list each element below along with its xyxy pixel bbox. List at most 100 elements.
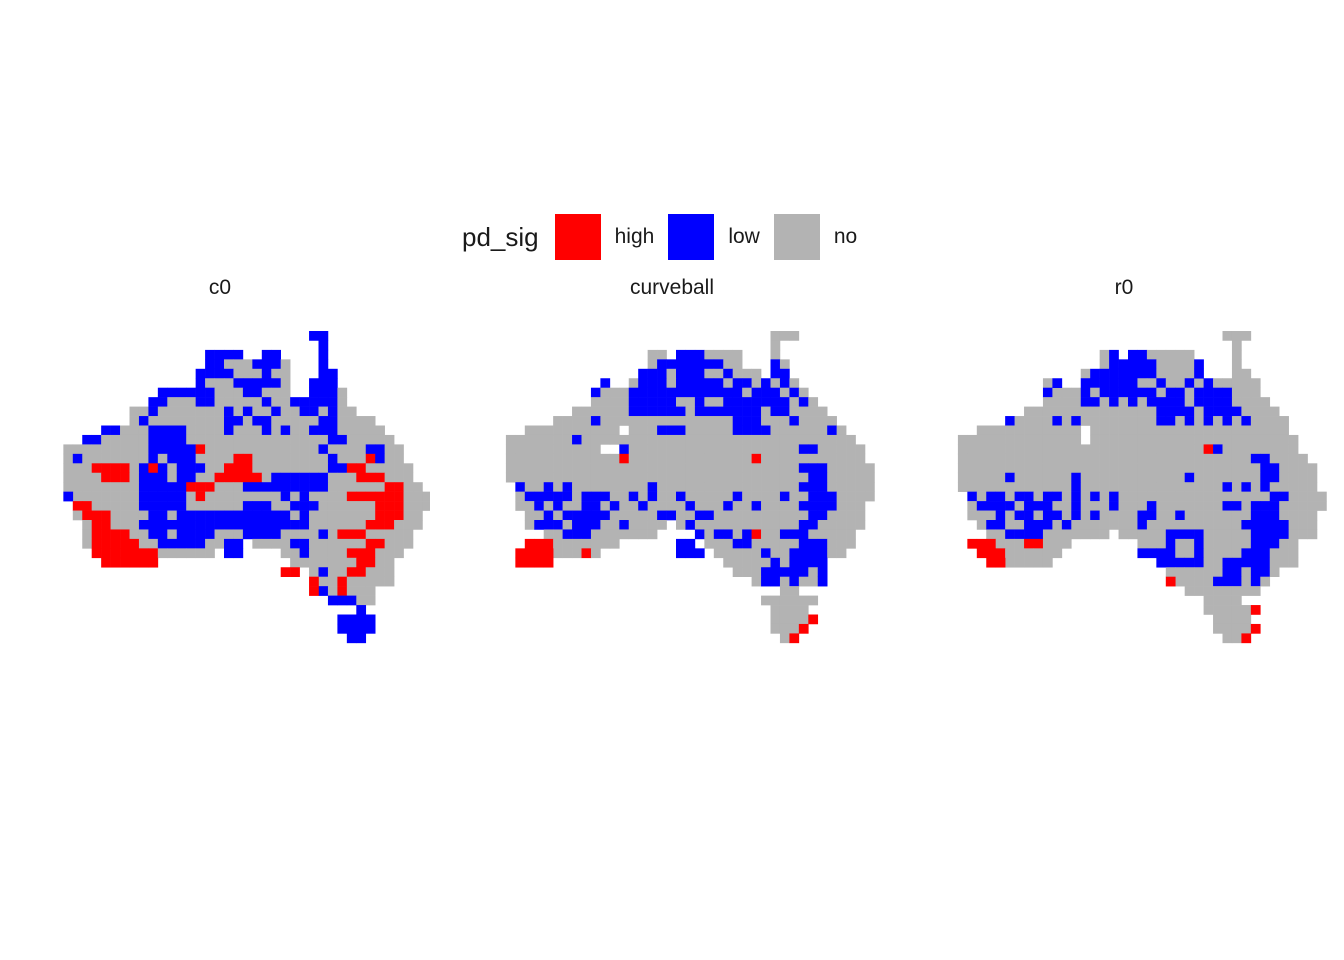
grid-cell-low [1175, 406, 1185, 417]
grid-cell-low [309, 482, 319, 492]
grid-cell-low [798, 529, 809, 540]
grid-cell-no [1080, 520, 1091, 530]
grid-cell-low [685, 378, 696, 388]
grid-cell-no [1156, 520, 1167, 530]
grid-cell-no [1052, 538, 1063, 549]
grid-cell-low [138, 482, 149, 492]
grid-cell-no [167, 529, 178, 540]
grid-cell-no [195, 453, 206, 464]
grid-cell-no [779, 614, 790, 625]
grid-cell-no [590, 538, 601, 549]
grid-cell-no [1005, 548, 1015, 559]
grid-cell-no [657, 491, 667, 502]
grid-cell-high [976, 538, 987, 549]
grid-cell-no [1222, 633, 1233, 644]
grid-cell-no [1231, 491, 1242, 502]
grid-cell-no [713, 538, 724, 549]
grid-cell-no [779, 557, 790, 568]
grid-cell-low [1090, 491, 1100, 502]
grid-cell-no [770, 510, 781, 521]
grid-cell-no [1194, 567, 1204, 577]
grid-cell-no [657, 416, 667, 426]
panel-title: curveball [629, 276, 715, 299]
grid-cell-no [129, 472, 140, 483]
grid-cell-no [647, 444, 658, 455]
grid-cell-no [572, 482, 582, 492]
grid-cell-no [1033, 548, 1044, 559]
grid-cell-no [337, 520, 348, 530]
grid-cell-high [148, 557, 159, 568]
grid-cell-no [309, 529, 319, 540]
grid-cell-high [101, 520, 111, 530]
grid-cell-no [205, 548, 215, 559]
grid-cell-low [157, 529, 168, 540]
grid-cell-no [72, 463, 83, 474]
grid-cell-no [1042, 538, 1053, 549]
grid-cell-no [1109, 425, 1119, 436]
grid-cell-low [1014, 529, 1025, 540]
grid-cell-no [789, 538, 800, 549]
grid-cell-no [628, 434, 639, 445]
grid-cell-no [742, 482, 752, 492]
grid-cell-no [1061, 406, 1072, 417]
grid-cell-low [600, 378, 611, 388]
grid-cell-low [779, 406, 790, 417]
grid-cell-no [628, 482, 639, 492]
grid-cell-low [1250, 548, 1261, 559]
grid-cell-no [515, 444, 526, 455]
grid-cell-no [1194, 491, 1204, 502]
grid-cell-low [1137, 349, 1148, 360]
grid-cell-no [309, 444, 319, 455]
grid-cell-high [101, 510, 111, 521]
grid-cell-high [72, 501, 83, 511]
grid-cell-no [1099, 397, 1110, 407]
grid-cell-low [365, 444, 376, 455]
grid-cell-low [1156, 557, 1167, 568]
grid-cell-no [318, 406, 329, 417]
grid-cell-no [252, 491, 263, 502]
grid-cell-no [337, 538, 348, 549]
grid-cell-low [1090, 397, 1100, 407]
grid-cell-low [1203, 406, 1214, 417]
panel-title: r0 [1114, 276, 1134, 299]
grid-cell-no [742, 548, 752, 559]
grid-cell-no [1203, 595, 1214, 606]
grid-cell-no [562, 472, 573, 483]
grid-cell-low [318, 425, 329, 436]
grid-cell-no [195, 501, 206, 511]
panel-title: c0 [208, 276, 232, 299]
grid-cell-no [129, 453, 140, 464]
grid-cell-no [1109, 406, 1119, 417]
grid-cell-low [261, 482, 272, 492]
grid-cell-low [1071, 501, 1082, 511]
grid-cell-no [261, 444, 272, 455]
grid-cell-no [327, 510, 338, 521]
grid-cell-no [1260, 491, 1271, 502]
grid-cell-low [1222, 557, 1233, 568]
grid-cell-low [224, 538, 234, 549]
grid-cell-no [779, 463, 790, 474]
grid-cell-no [1005, 557, 1015, 568]
grid-cell-low [808, 548, 819, 559]
grid-cell-no [976, 472, 987, 483]
grid-cell-low [271, 472, 281, 483]
grid-cell-no [1203, 548, 1214, 559]
grid-cell-high [515, 557, 526, 568]
grid-cell-no [82, 472, 92, 483]
grid-cell-high [1250, 623, 1261, 634]
grid-cell-no [1128, 482, 1138, 492]
grid-cell-high [252, 472, 263, 483]
grid-cell-no [1137, 501, 1148, 511]
grid-cell-low [685, 538, 696, 549]
grid-cell-no [195, 472, 206, 483]
grid-cell-no [356, 586, 367, 596]
grid-cell-no [327, 520, 338, 530]
grid-cell-no [1203, 425, 1214, 436]
grid-cell-no [995, 482, 1006, 492]
grid-cell-no [761, 444, 771, 455]
grid-cell-low [723, 529, 733, 540]
grid-cell-low [543, 482, 554, 492]
grid-cell-low [713, 359, 724, 370]
grid-cell-no [855, 510, 866, 521]
grid-cell-low [242, 510, 253, 521]
